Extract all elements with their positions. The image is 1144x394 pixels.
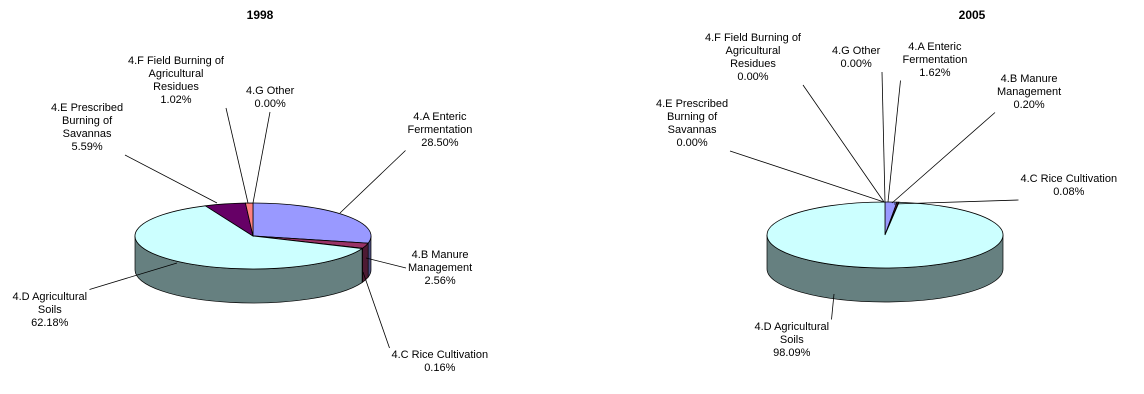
leader-line-4-d-agricultural-soils	[831, 293, 835, 320]
slice-name-line: 4.E Prescribed	[656, 98, 729, 110]
slice-name-line: 4.F Field Burning of	[128, 55, 224, 67]
slice-value-label: 0.00%	[840, 58, 872, 70]
leader-line-4-c-rice-cultivation	[362, 271, 390, 349]
slice-value-label: 2.56%	[424, 274, 456, 287]
slice-name-line: Residues	[730, 58, 776, 70]
slice-value-label: 0.08%	[1053, 186, 1085, 198]
leader-line-4-f-field-burning-of-agricultural-residues	[802, 84, 885, 203]
slice-name-line: 4.B Manure	[1000, 72, 1058, 85]
slice-value-label: 0.16%	[424, 362, 456, 374]
slice-name-line: 4.C Rice Cultivation	[391, 349, 489, 361]
slice-name-line: Management	[997, 85, 1062, 98]
slice-name-line: Burning of	[62, 115, 113, 127]
leader-line-4-b-manure-management	[891, 112, 996, 204]
leader-line-4-f-field-burning-of-agricultural-residues	[225, 107, 249, 204]
slice-label-4-g-other: 4.G Other 0.00%	[832, 45, 880, 71]
slice-name-line: Residues	[153, 81, 199, 93]
slice-name-line: Savannas	[62, 128, 112, 140]
slice-name-line: Management	[408, 261, 473, 274]
slice-value-label: 98.09%	[773, 346, 811, 359]
leader-lines-1998	[89, 107, 407, 349]
chart-title-1998: 1998	[246, 8, 274, 22]
slice-label-4-f-field-burning-of-agricultural-residues: 4.F Field Burning of Agricultural Residues…	[128, 55, 224, 107]
leader-line-4-g-other	[252, 111, 271, 204]
slice-name-line: Soils	[779, 333, 804, 346]
leader-line-4-g-other	[881, 71, 886, 203]
slice-label-4-d-agricultural-soils: 4.D Agricultural Soils 98.09%	[755, 321, 830, 360]
leader-line-4-b-manure-management	[365, 257, 407, 269]
slice-name-line: Agricultural	[148, 68, 204, 80]
slice-name-line: 4.C Rice Cultivation	[1020, 173, 1118, 185]
slice-label-4-c-rice-cultivation: 4.C Rice Cultivation 0.16%	[392, 349, 489, 375]
slice-value-label: 62.18%	[31, 316, 69, 329]
leader-line-4-e-prescribed-burning-of-savannas	[124, 154, 218, 204]
slice-label-4-c-rice-cultivation: 4.C Rice Cultivation 0.08%	[1021, 173, 1118, 199]
slice-name-line: 4.B Manure	[411, 248, 469, 261]
slice-label-4-b-manure-management: 4.B Manure Management 0.20%	[997, 73, 1061, 112]
leader-line-4-a-enteric-fermentation	[887, 80, 901, 203]
slice-value-label: 0.00%	[254, 98, 286, 110]
leader-lines-2005	[729, 71, 1019, 320]
leader-line-4-d-agricultural-soils	[89, 262, 178, 290]
pie-svg-1998	[89, 107, 407, 349]
slice-4-d-agricultural-soils	[766, 201, 1004, 269]
slice-label-4-a-enteric-fermentation: 4.A Enteric Fermentation 28.50%	[408, 111, 473, 150]
slice-value-label: 0.00%	[737, 71, 769, 83]
slice-name-line: 4.D Agricultural	[754, 320, 830, 333]
slice-value-label: 0.20%	[1013, 98, 1045, 111]
slice-name-line: 4.G Other	[832, 45, 881, 57]
pie-side-walls-1998	[134, 235, 372, 304]
slice-name-line: Fermentation	[407, 123, 473, 136]
leader-line-4-c-rice-cultivation	[893, 199, 1019, 205]
slice-value-label: 0.00%	[676, 137, 708, 149]
slice-name-line: Agricultural	[725, 45, 781, 57]
slice-name-line: 4.E Prescribed	[51, 102, 124, 114]
chart-title-2005: 2005	[958, 8, 986, 22]
slice-4-a-enteric-fermentation	[252, 202, 372, 244]
slice-label-4-b-manure-management: 4.B Manure Management 2.56%	[408, 249, 472, 288]
slice-4-f-field-burning-of-agricultural-residues	[244, 202, 254, 237]
pie-top-2005	[766, 201, 1004, 269]
pie-chart-1998: 1998 4.A Enteric Fermentation 28.50% 4.B Ma…	[13, 8, 489, 375]
slice-name-line: 4.A Enteric	[908, 40, 962, 53]
slice-4-d-agricultural-soils	[134, 205, 364, 270]
slice-side-4-b-manure-management	[362, 242, 369, 283]
pie-top-1998	[134, 202, 372, 270]
slice-value-label: 5.59%	[71, 141, 103, 153]
leader-line-4-a-enteric-fermentation	[339, 150, 406, 214]
slice-name-line: 4.A Enteric	[413, 110, 467, 123]
slice-name-line: 4.G Other	[246, 85, 295, 97]
leader-line-4-e-prescribed-burning-of-savannas	[729, 150, 885, 203]
pie-chart-2005: 2005 4.A Enteric Fermentation 1.62% 4.B Man…	[572, 0, 1144, 394]
slice-value-label: 1.02%	[160, 94, 192, 106]
slice-label-4-g-other: 4.G Other 0.00%	[246, 85, 294, 111]
slice-name-line: Fermentation	[902, 53, 968, 66]
slice-name-line: 4.F Field Burning of	[705, 32, 801, 44]
slice-name-line: Savannas	[667, 124, 717, 136]
slice-label-4-e-prescribed-burning-of-savannas: 4.E Prescribed Burning of Savannas 5.59%	[51, 102, 123, 154]
slice-label-4-e-prescribed-burning-of-savannas: 4.E Prescribed Burning of Savannas 0.00%	[656, 98, 728, 150]
slice-name-line: Burning of	[667, 111, 718, 123]
slice-label-4-d-agricultural-soils: 4.D Agricultural Soils 62.18%	[13, 291, 88, 330]
slice-name-line: Soils	[37, 303, 62, 316]
slice-value-label: 1.62%	[919, 66, 951, 79]
slice-label-4-f-field-burning-of-agricultural-residues: 4.F Field Burning of Agricultural Residues…	[705, 32, 801, 84]
pie-svg-2005	[729, 71, 1019, 320]
slice-value-label: 28.50%	[421, 136, 459, 149]
slice-name-line: 4.D Agricultural	[12, 290, 88, 303]
slice-label-4-a-enteric-fermentation: 4.A Enteric Fermentation 1.62%	[903, 41, 968, 80]
